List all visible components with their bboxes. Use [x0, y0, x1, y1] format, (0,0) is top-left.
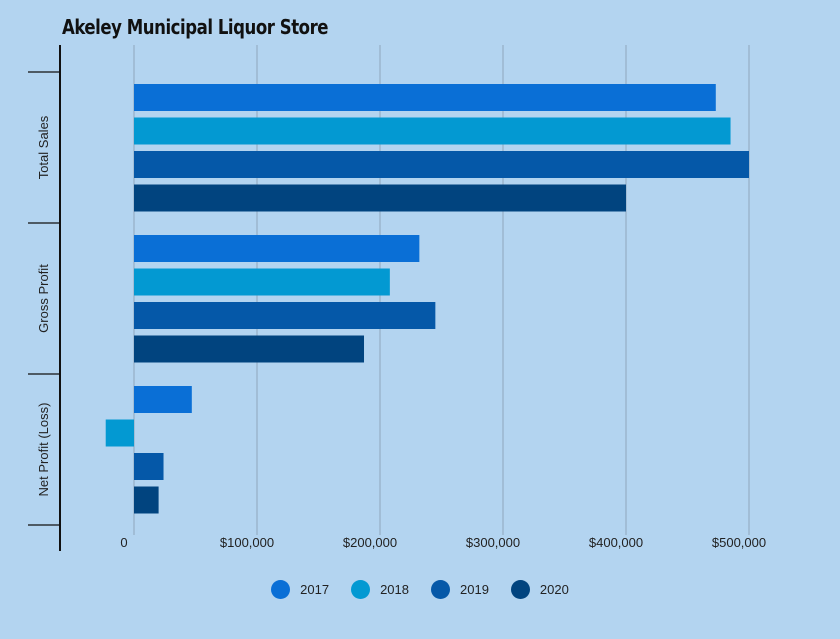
legend-swatch: [351, 580, 371, 599]
bar: [134, 335, 365, 363]
category-label: Total Sales: [36, 115, 51, 179]
x-tick-label: 0: [120, 535, 127, 550]
bar: [134, 486, 159, 514]
legend-swatch: [510, 580, 530, 599]
legend-item: 2019: [431, 580, 489, 599]
bar: [134, 151, 749, 178]
bar: [105, 419, 134, 447]
x-tick-label: $500,000: [712, 535, 766, 550]
bar: [134, 302, 436, 329]
bar: [134, 386, 192, 413]
legend-label: 2020: [539, 582, 569, 597]
legend-item: 2018: [351, 580, 409, 599]
legend-item: 2020: [510, 580, 569, 599]
x-tick-label: $300,000: [466, 535, 520, 550]
legend-label: 2018: [380, 582, 409, 597]
x-tick-label: $400,000: [589, 535, 643, 550]
bar: [134, 453, 164, 480]
bar: [134, 117, 731, 145]
legend-label: 2019: [460, 582, 489, 597]
legend-item: 2017: [271, 580, 329, 599]
legend-swatch: [431, 580, 450, 599]
bar: [134, 268, 390, 296]
bar: [134, 84, 716, 111]
legend-label: 2017: [300, 582, 330, 597]
legend: 2017 2018 2019 2020: [0, 580, 840, 599]
category-label: Net Profit (Loss): [36, 403, 51, 497]
bar: [134, 235, 420, 262]
chart-title: Akeley Municipal Liquor Store: [62, 15, 329, 39]
category-label: Gross Profit: [36, 264, 51, 333]
bar: [134, 184, 626, 212]
legend-swatch: [271, 580, 291, 599]
x-tick-label: $100,000: [220, 535, 274, 550]
x-tick-label: $200,000: [343, 535, 397, 550]
